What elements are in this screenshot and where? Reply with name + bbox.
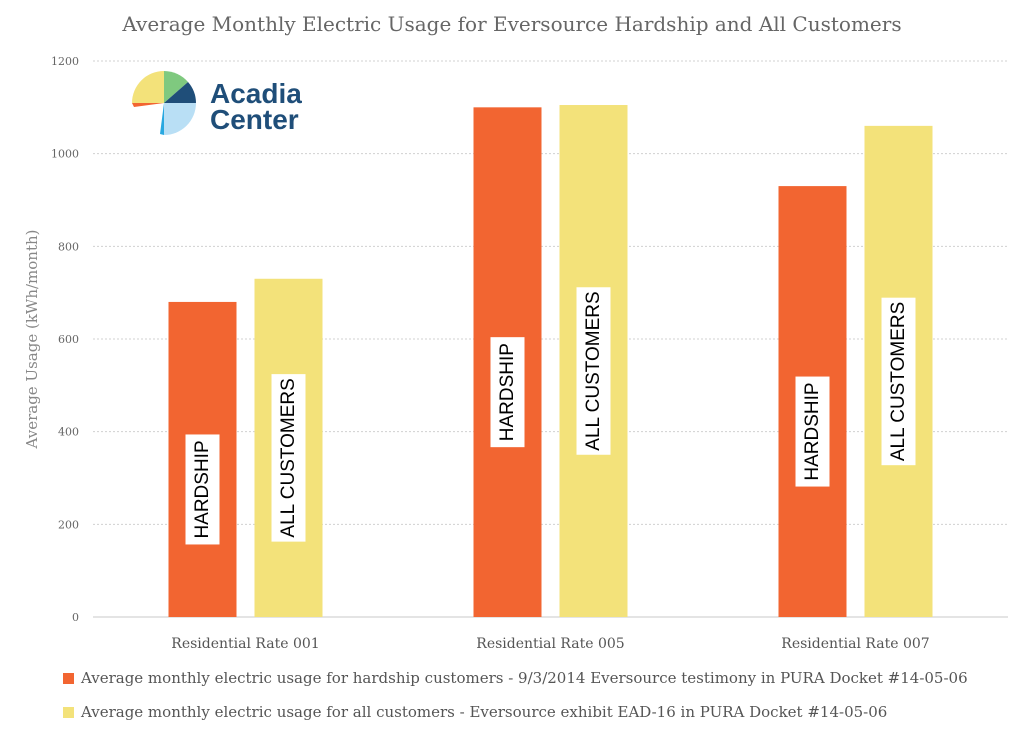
y-tick-label: 400: [58, 426, 79, 439]
acadia-center-logo: Acadia Center: [132, 71, 302, 135]
y-tick-label: 1000: [51, 148, 79, 161]
y-tick-label: 0: [72, 611, 79, 624]
logo-text-line2: Center: [210, 104, 299, 135]
bar-label: HARDSHIP: [192, 440, 213, 538]
bar-label: ALL CUSTOMERS: [583, 291, 604, 450]
y-tick-label: 600: [58, 333, 79, 346]
bar-label: HARDSHIP: [497, 343, 518, 441]
x-axis-categories: Residential Rate 001 Residential Rate 005…: [171, 636, 929, 652]
legend-entry: Average monthly electric usage for all c…: [80, 703, 887, 721]
legend-swatch: [63, 707, 74, 718]
bar-label-box: [490, 337, 525, 448]
bar-label: ALL CUSTOMERS: [888, 302, 909, 461]
bar-label-box: [881, 297, 916, 466]
legend-swatch: [63, 673, 74, 684]
y-axis-label: Average Usage (kWh/month): [23, 230, 41, 450]
x-category-label: Residential Rate 001: [171, 636, 319, 652]
x-category-label: Residential Rate 007: [781, 636, 929, 652]
logo-text-line1: Acadia: [210, 78, 302, 109]
bar-label: HARDSHIP: [802, 382, 823, 480]
bar-label: ALL CUSTOMERS: [278, 378, 299, 537]
bar-label-box: [185, 434, 220, 545]
y-axis-ticks: 0 200 400 600 800 1000 1200: [51, 55, 79, 624]
x-category-label: Residential Rate 005: [476, 636, 624, 652]
bar-label-box: [576, 287, 611, 455]
gridlines: [93, 60, 1008, 618]
legend-entry: Average monthly electric usage for hards…: [80, 669, 968, 687]
chart-title: Average Monthly Electric Usage for Evers…: [121, 12, 901, 36]
logo-mark-icon: [132, 71, 196, 135]
y-tick-label: 800: [58, 240, 79, 253]
bar-label-box: [271, 374, 306, 542]
legend: Average monthly electric usage for hards…: [63, 669, 968, 721]
y-tick-label: 1200: [51, 55, 79, 68]
bar-label-box: [795, 376, 830, 487]
bars: HARDSHIP ALL CUSTOMERS HARDSHIP ALL CUSTOME…: [168, 105, 933, 618]
y-tick-label: 200: [58, 518, 79, 531]
